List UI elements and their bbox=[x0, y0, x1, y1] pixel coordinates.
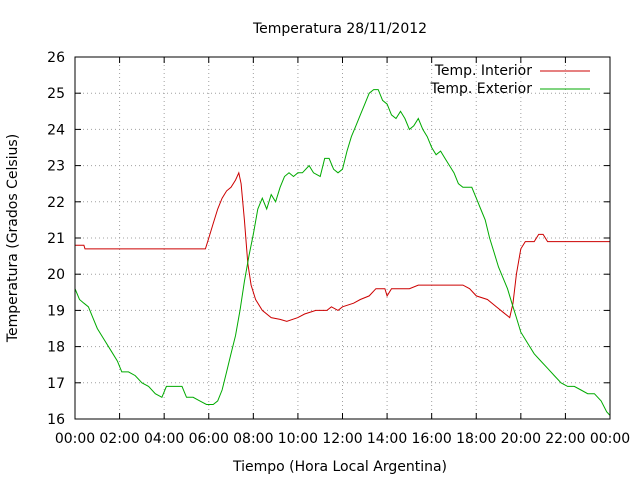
series-line-exterior bbox=[74, 89, 611, 416]
y-tick-label: 16 bbox=[47, 412, 65, 428]
y-tick-label: 26 bbox=[47, 50, 65, 66]
y-tick-label: 20 bbox=[47, 267, 65, 283]
x-tick-label: 02:00 bbox=[99, 431, 139, 447]
x-tick-label: 20:00 bbox=[501, 431, 541, 447]
y-tick-label: 25 bbox=[47, 86, 65, 102]
y-tick-label: 21 bbox=[47, 231, 65, 247]
x-tick-label: 04:00 bbox=[144, 431, 184, 447]
chart-title: Temperatura 28/11/2012 bbox=[252, 21, 427, 37]
x-axis-ticks: 00:00 02:00 04:00 06:00 08:00 10:00 12:00 14:00… bbox=[55, 57, 630, 447]
x-tick-label: 22:00 bbox=[545, 431, 585, 447]
y-tick-label: 18 bbox=[47, 340, 65, 356]
x-tick-label: 14:00 bbox=[367, 431, 407, 447]
x-tick-label: 10:00 bbox=[278, 431, 318, 447]
legend-label-interior: Temp. Interior bbox=[434, 63, 533, 79]
y-axis-ticks: 16 17 18 19 20 21 22 23 24 25 26 bbox=[47, 50, 610, 428]
series-layer bbox=[74, 89, 611, 416]
x-tick-label: 00:00 bbox=[590, 431, 630, 447]
y-tick-label: 19 bbox=[47, 303, 65, 319]
y-tick-label: 24 bbox=[47, 122, 65, 138]
y-tick-label: 22 bbox=[47, 195, 65, 211]
x-tick-label: 16:00 bbox=[411, 431, 451, 447]
x-tick-label: 08:00 bbox=[233, 431, 273, 447]
y-tick-label: 17 bbox=[47, 376, 65, 392]
series-line-interior bbox=[75, 171, 610, 322]
y-tick-label: 23 bbox=[47, 159, 65, 175]
grid bbox=[75, 57, 610, 419]
x-tick-label: 00:00 bbox=[55, 431, 95, 447]
legend: Temp. Interior Temp. Exterior bbox=[430, 63, 590, 97]
plot-frame bbox=[74, 56, 611, 420]
y-axis-label: Temperatura (Grados Celsius) bbox=[5, 134, 21, 343]
x-tick-label: 18:00 bbox=[456, 431, 496, 447]
x-axis-label: Tiempo (Hora Local Argentina) bbox=[232, 459, 447, 475]
legend-label-exterior: Temp. Exterior bbox=[430, 81, 533, 97]
x-tick-label: 12:00 bbox=[322, 431, 362, 447]
x-tick-label: 06:00 bbox=[189, 431, 229, 447]
